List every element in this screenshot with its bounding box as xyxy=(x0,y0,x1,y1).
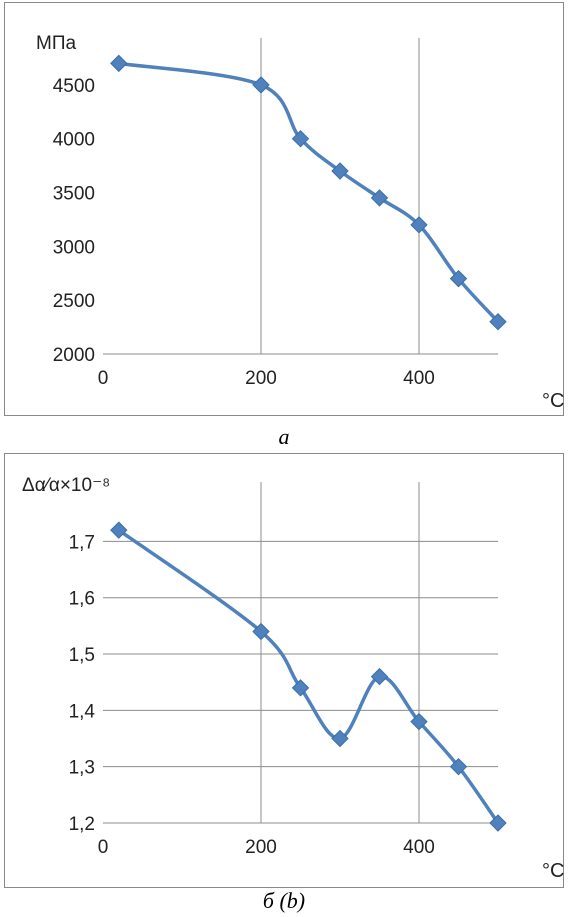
chart-b-data-point xyxy=(489,814,507,832)
chart-b-xtick-label: 400 xyxy=(403,837,435,858)
chart-b-data-point xyxy=(291,679,310,697)
chart-b-ylabel: Δα⁄α×10⁻⁸ xyxy=(22,475,110,496)
chart-a-plot: 2000 2500 3000 3500 4000 4500 0 200 400 МПа °C xyxy=(36,33,564,412)
chart-a-xtick-label: 0 xyxy=(98,368,109,389)
chart-b-data-point xyxy=(449,757,468,776)
chart-panel-a xyxy=(4,2,564,416)
chart-a-data-point xyxy=(410,216,428,234)
chart-a-series-line xyxy=(118,61,500,323)
chart-b-ytick-label: 1,4 xyxy=(69,701,96,722)
chart-b-data-point xyxy=(331,729,349,748)
chart-a-ytick-label: 3000 xyxy=(53,237,95,258)
chart-b-series-line xyxy=(117,528,500,825)
chart-a-xtick-label: 200 xyxy=(245,368,277,389)
chart-a-xlabel: °C xyxy=(542,390,564,412)
chart-a-ytick-label: 2000 xyxy=(53,345,95,366)
chart-panel-b xyxy=(4,453,564,888)
chart-a-data-point xyxy=(291,130,310,148)
chart-b-data-point xyxy=(110,521,128,539)
chart-b-xtick-label: 200 xyxy=(245,837,277,858)
chart-b-data-point xyxy=(252,622,270,641)
chart-b-ytick-label: 1,2 xyxy=(69,814,95,835)
chart-b-ytick-label: 1,5 xyxy=(69,645,95,666)
panel-caption-b: б (b) xyxy=(262,888,306,913)
chart-b-ytick-label: 1,6 xyxy=(69,589,95,610)
chart-a-ylabel: МПа xyxy=(36,33,76,54)
chart-a-ytick-label: 4500 xyxy=(53,76,95,97)
chart-a-data-point xyxy=(252,76,270,94)
chart-a-ytick-label: 4000 xyxy=(53,130,95,151)
chart-b-ytick-label: 1,7 xyxy=(69,532,95,553)
chart-a-data-point xyxy=(449,269,468,288)
chart-a-data-point xyxy=(110,54,128,73)
chart-a-data-point xyxy=(331,162,349,180)
panel-caption-a: a xyxy=(278,424,290,449)
chart-a-data-point xyxy=(489,313,507,331)
chart-a-ytick-label: 2500 xyxy=(53,291,95,312)
chart-b-ytick-label: 1,3 xyxy=(69,758,95,779)
chart-b-xtick-label: 0 xyxy=(98,837,109,858)
chart-b-xlabel: °C xyxy=(542,860,564,882)
chart-a-ytick-label: 3500 xyxy=(53,184,95,205)
chart-a-xtick-label: 400 xyxy=(403,368,435,389)
chart-b-data-point xyxy=(410,712,428,731)
chart-a-data-point xyxy=(370,189,389,207)
chart-b-data-point xyxy=(370,667,389,686)
